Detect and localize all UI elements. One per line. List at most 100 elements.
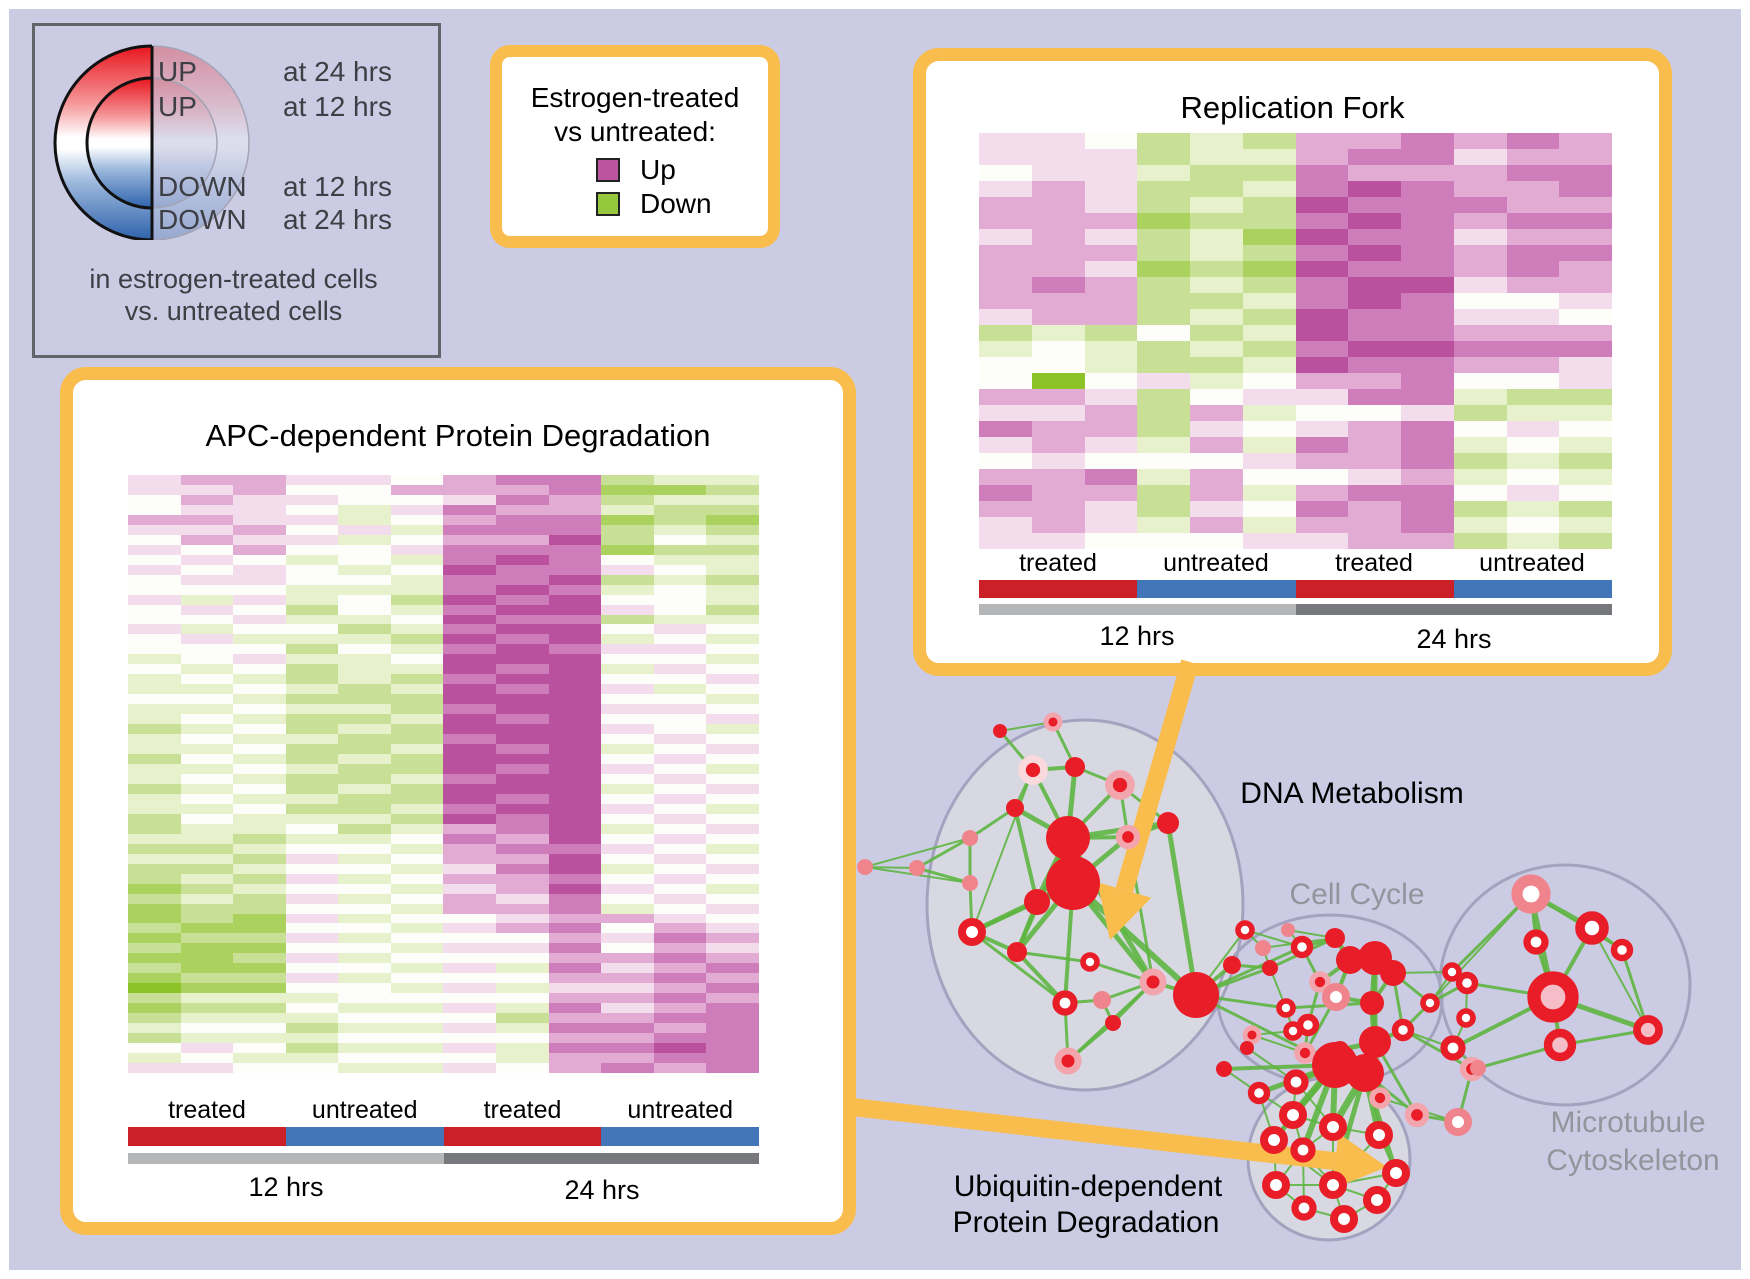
heatmap-cell bbox=[128, 654, 181, 665]
heatmap-cell bbox=[548, 1053, 602, 1064]
heatmap-cell bbox=[285, 843, 339, 854]
heatmap-cell bbox=[601, 833, 654, 844]
heatmap-cell bbox=[496, 963, 549, 974]
heatmap-cell bbox=[338, 604, 391, 615]
heatmap-cell bbox=[1031, 341, 1085, 357]
heatmap-cell bbox=[443, 903, 497, 914]
heatmap-cell bbox=[979, 149, 1032, 165]
heatmap-cell bbox=[233, 863, 286, 874]
heatmap-cell bbox=[1242, 293, 1296, 309]
heatmap-cell bbox=[548, 843, 602, 854]
cluster-label-ubiquitin-line1: Ubiquitin-dependent bbox=[953, 1170, 1223, 1203]
heatmap-cell bbox=[1401, 533, 1454, 549]
heatmap-cell bbox=[548, 564, 602, 575]
apc-group-treated-12: treated bbox=[168, 1096, 246, 1124]
heatmap-cell bbox=[1137, 373, 1190, 389]
network-edge bbox=[1165, 822, 1199, 996]
heatmap-cell bbox=[233, 1053, 286, 1064]
heatmap-cell bbox=[979, 437, 1032, 453]
heatmap-cell bbox=[390, 913, 444, 924]
heatmap-cell bbox=[601, 843, 654, 854]
heatmap-cell bbox=[390, 1003, 444, 1014]
heatmap-cell bbox=[548, 893, 602, 904]
gene-node-haloPink bbox=[1139, 968, 1167, 996]
heatmap-cell bbox=[1084, 245, 1138, 261]
heatmap-cell bbox=[443, 893, 497, 904]
heatmap-cell bbox=[706, 654, 759, 665]
gene-node-solid bbox=[1240, 1041, 1254, 1055]
heatmap-cell bbox=[338, 863, 391, 874]
heatmap-cell bbox=[1137, 277, 1190, 293]
heatmap-cell bbox=[390, 704, 444, 715]
heatmap-cell bbox=[1084, 181, 1138, 197]
heatmap-cell bbox=[1559, 309, 1612, 325]
heatmap-cell bbox=[1031, 325, 1085, 341]
heatmap-cell bbox=[601, 744, 654, 755]
heatmap-cell bbox=[233, 475, 286, 485]
heatmap-cell bbox=[496, 634, 549, 645]
heatmap-cell bbox=[1401, 245, 1454, 261]
heatmap-cell bbox=[496, 534, 549, 545]
heatmap-cell bbox=[285, 684, 339, 695]
heatmap-cell bbox=[128, 1053, 181, 1064]
heatmap-cell bbox=[548, 534, 602, 545]
heatmap-cell bbox=[1295, 517, 1349, 533]
heatmap-cell bbox=[285, 754, 339, 765]
heatmap-cell bbox=[601, 634, 654, 645]
heatmap-cell bbox=[1401, 325, 1454, 341]
heatmap-cell bbox=[338, 783, 391, 794]
heatmap-cell bbox=[1137, 421, 1190, 437]
heatmap-cell bbox=[653, 853, 707, 864]
heatmap-cell bbox=[128, 813, 181, 824]
heatmap-cell bbox=[1506, 149, 1560, 165]
heatmap-cell bbox=[496, 584, 549, 595]
gene-node-ring bbox=[1279, 1101, 1307, 1129]
heatmap-cell bbox=[233, 1023, 286, 1034]
heatmap-cell bbox=[180, 574, 234, 585]
heatmap-cell bbox=[496, 853, 549, 864]
down-label: Down bbox=[640, 188, 712, 219]
heatmap-cell bbox=[979, 133, 1032, 149]
gene-node-pink bbox=[909, 860, 925, 876]
heatmap-cell bbox=[233, 1013, 286, 1024]
heatmap-cell bbox=[1295, 261, 1349, 277]
heatmap-cell bbox=[1453, 437, 1507, 453]
heatmap-cell bbox=[180, 634, 234, 645]
heatmap-cell bbox=[390, 524, 444, 535]
heatmap-cell bbox=[548, 793, 602, 804]
heatmap-cell bbox=[706, 933, 759, 944]
apc-treatment-bar bbox=[128, 1127, 759, 1146]
gene-node-ring bbox=[1319, 1113, 1347, 1141]
heatmap-cell bbox=[1348, 405, 1401, 421]
heatmap-cell bbox=[653, 1053, 707, 1064]
heatmap-cell bbox=[1242, 373, 1296, 389]
heatmap-cell bbox=[706, 594, 759, 605]
heatmap-cell bbox=[1084, 165, 1138, 181]
heatmap-cell bbox=[548, 933, 602, 944]
heatmap-cell bbox=[706, 1013, 759, 1024]
heatmap-cell bbox=[128, 514, 181, 525]
heatmap-cell bbox=[233, 504, 286, 515]
heatmap-cell bbox=[1559, 181, 1612, 197]
heatmap-cell bbox=[1559, 197, 1612, 213]
heatmap-cell bbox=[548, 1013, 602, 1024]
heatmap-cell bbox=[338, 1063, 391, 1073]
heatmap-cell bbox=[128, 993, 181, 1004]
heatmap-cell bbox=[706, 873, 759, 884]
heatmap-cell bbox=[390, 973, 444, 984]
heatmap-cell bbox=[233, 554, 286, 565]
heatmap-cell bbox=[496, 1043, 549, 1054]
heatmap-cell bbox=[285, 933, 339, 944]
heatmap-cell bbox=[496, 674, 549, 685]
heatmap-cell bbox=[496, 1003, 549, 1014]
heatmap-cell bbox=[128, 1063, 181, 1073]
heatmap-cell bbox=[390, 494, 444, 505]
heatmap-cell bbox=[390, 564, 444, 575]
heatmap-cell bbox=[233, 773, 286, 784]
heatmap-cell bbox=[1190, 437, 1243, 453]
heatmap-cell bbox=[1190, 133, 1243, 149]
heatmap-cell bbox=[496, 524, 549, 535]
heatmap-cell bbox=[979, 341, 1032, 357]
heatmap-cell bbox=[653, 843, 707, 854]
heatmap-cell bbox=[1401, 197, 1454, 213]
